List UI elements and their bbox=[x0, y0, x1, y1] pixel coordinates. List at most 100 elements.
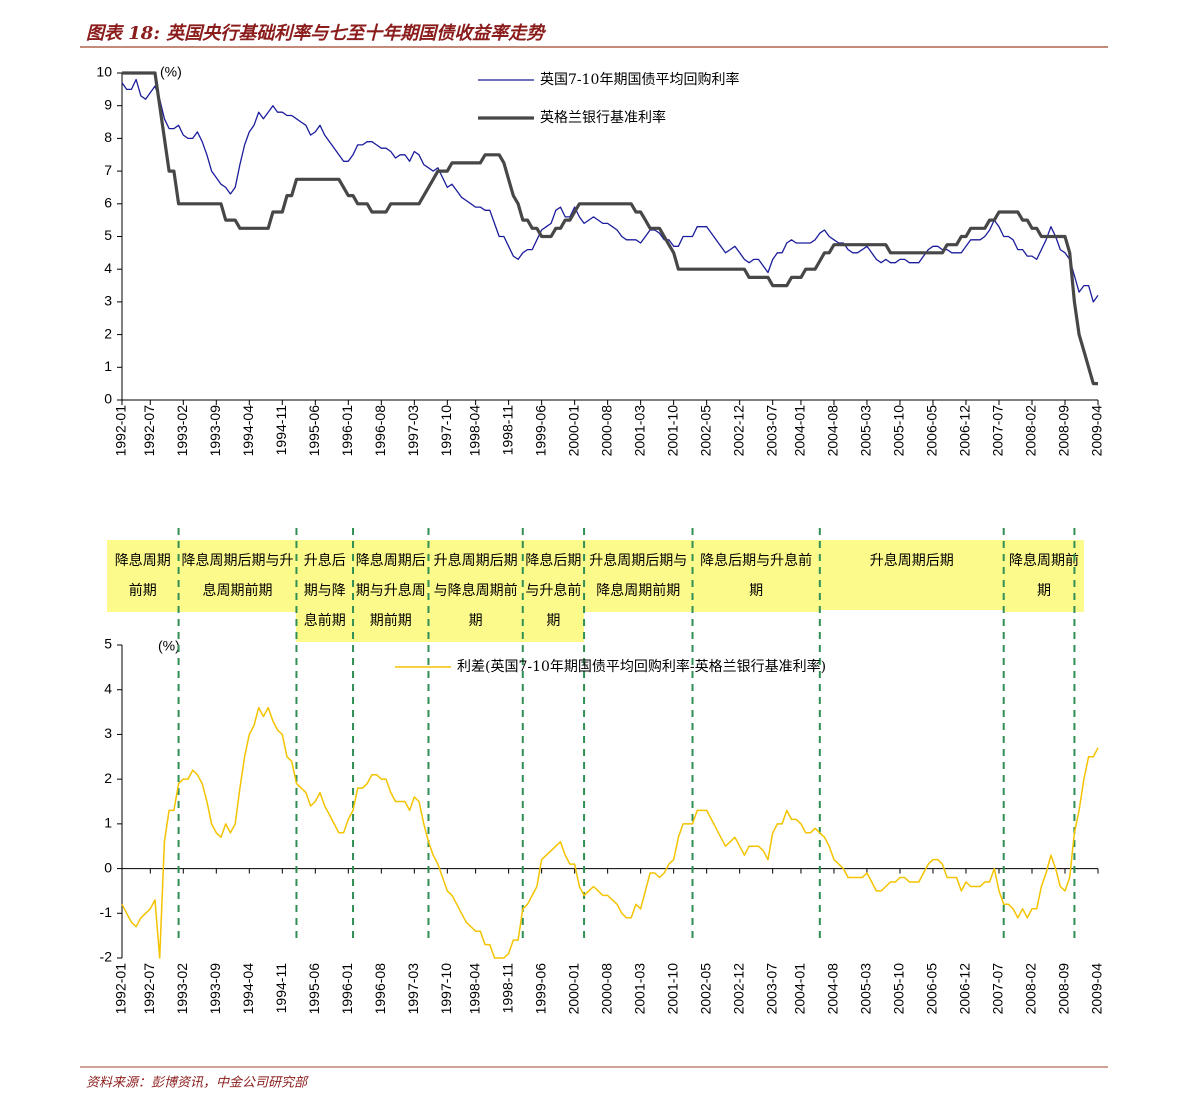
x-tick-label: 1992-01 bbox=[113, 963, 129, 1015]
x-tick-label: 2006-12 bbox=[957, 405, 973, 457]
x-tick-label: 1996-08 bbox=[372, 963, 388, 1015]
x-tick-label: 2005-10 bbox=[891, 963, 907, 1015]
y-tick-label: 6 bbox=[104, 195, 112, 211]
y-tick-label: 4 bbox=[104, 260, 112, 276]
x-tick-label: 1998-11 bbox=[499, 405, 515, 456]
phase-label: 降息后期与升息前期 bbox=[692, 540, 820, 612]
y-tick-label: 10 bbox=[96, 64, 112, 80]
x-tick-label: 2005-03 bbox=[858, 963, 874, 1015]
y-tick-label: 0 bbox=[104, 859, 112, 875]
x-tick-label: 2006-12 bbox=[957, 963, 973, 1015]
x-tick-label: 2001-10 bbox=[664, 405, 680, 457]
x-tick-label: 2004-08 bbox=[825, 405, 841, 457]
x-tick-label: 2001-10 bbox=[664, 963, 680, 1015]
y-tick-label: 9 bbox=[104, 96, 112, 112]
x-tick-label: 2001-03 bbox=[631, 405, 647, 457]
y-unit: (%) bbox=[160, 64, 182, 80]
y-tick-label: 2 bbox=[104, 770, 112, 786]
y-tick-label: 0 bbox=[104, 391, 112, 407]
source: 资料来源：彭博资讯，中金公司研究部 bbox=[86, 1075, 309, 1091]
x-tick-label: 1997-10 bbox=[438, 405, 454, 457]
y-tick-label: 3 bbox=[104, 293, 112, 309]
x-tick-label: 2002-05 bbox=[697, 405, 713, 457]
x-tick-label: 1994-11 bbox=[273, 405, 289, 456]
y-tick-label: 8 bbox=[104, 129, 112, 145]
x-tick-label: 2000-08 bbox=[598, 963, 614, 1015]
phase-label: 升息周期后期与降息周期前期 bbox=[584, 540, 693, 612]
legend-label: 英格兰银行基准利率 bbox=[540, 109, 666, 126]
x-tick-label: 1992-01 bbox=[113, 405, 129, 457]
x-tick-label: 2003-07 bbox=[763, 963, 779, 1015]
x-tick-label: 1996-01 bbox=[339, 963, 355, 1015]
y-tick-label: 3 bbox=[104, 725, 112, 741]
phase-label: 降息后期与升息前期 bbox=[522, 540, 585, 642]
x-tick-label: 1995-06 bbox=[306, 405, 322, 457]
x-tick-label: 2000-01 bbox=[565, 963, 581, 1015]
x-tick-label: 2002-12 bbox=[730, 963, 746, 1015]
x-tick-label: 1997-03 bbox=[405, 405, 421, 457]
x-tick-label: 1999-06 bbox=[532, 405, 548, 457]
x-tick-label: 1998-04 bbox=[466, 405, 482, 457]
x-tick-label: 2008-02 bbox=[1023, 963, 1039, 1015]
x-tick-label: 2009-04 bbox=[1089, 963, 1105, 1015]
y-tick-label: 5 bbox=[104, 227, 112, 243]
x-tick-label: 2008-09 bbox=[1056, 405, 1072, 457]
series-line bbox=[121, 706, 1099, 959]
x-tick-label: 1995-06 bbox=[306, 963, 322, 1015]
x-tick-label: 2007-07 bbox=[990, 405, 1006, 457]
x-tick-label: 1998-04 bbox=[466, 963, 482, 1015]
x-tick-label: 2006-05 bbox=[924, 405, 940, 457]
phase-label: 升息周期后期与降息周期前期 bbox=[428, 540, 523, 642]
x-tick-label: 1996-08 bbox=[372, 405, 388, 457]
x-tick-label: 1997-10 bbox=[438, 963, 454, 1015]
x-tick-label: 1992-07 bbox=[141, 405, 157, 457]
x-tick-label: 2008-09 bbox=[1056, 963, 1072, 1015]
x-tick-label: 2004-01 bbox=[792, 405, 808, 457]
x-tick-label: 2005-03 bbox=[858, 405, 874, 457]
x-tick-label: 1999-06 bbox=[532, 963, 548, 1015]
legend-label: 利差(英国7-10年期国债平均回购利率-英格兰银行基准利率) bbox=[457, 658, 826, 675]
x-tick-label: 2006-05 bbox=[924, 963, 940, 1015]
x-tick-label: 2003-07 bbox=[763, 405, 779, 457]
phase-label: 降息周期前期 bbox=[1003, 540, 1085, 612]
legend-label: 英国7-10年期国债平均回购利率 bbox=[540, 71, 739, 88]
y-tick-label: -2 bbox=[100, 949, 113, 965]
phase-label: 降息周期前期 bbox=[107, 540, 179, 612]
x-tick-label: 1996-01 bbox=[339, 405, 355, 457]
phase-label: 降息周期后期与升息周期前期 bbox=[353, 540, 429, 642]
x-tick-label: 2000-01 bbox=[565, 405, 581, 457]
y-tick-label: 5 bbox=[104, 636, 112, 652]
x-tick-label: 2005-10 bbox=[891, 405, 907, 457]
x-tick-label: 2007-07 bbox=[990, 963, 1006, 1015]
y-tick-label: 1 bbox=[104, 815, 112, 831]
x-tick-label: 1993-02 bbox=[174, 963, 190, 1015]
y-tick-label: 2 bbox=[104, 325, 112, 341]
x-tick-label: 1993-09 bbox=[207, 963, 223, 1015]
x-tick-label: 1993-09 bbox=[207, 405, 223, 457]
x-tick-label: 1994-04 bbox=[240, 405, 256, 457]
figure-title: 图表 18: 英国央行基础利率与七至十年期国债收益率走势 bbox=[86, 23, 546, 44]
x-tick-label: 2009-04 bbox=[1089, 405, 1105, 457]
phase-label: 降息周期后期与升息周期前期 bbox=[178, 540, 297, 612]
phase-label: 升息周期后期 bbox=[819, 540, 1004, 610]
x-tick-label: 1993-02 bbox=[174, 405, 190, 457]
x-tick-label: 2002-12 bbox=[730, 405, 746, 457]
x-tick-label: 2004-01 bbox=[792, 963, 808, 1015]
x-tick-label: 1994-11 bbox=[273, 963, 289, 1014]
x-tick-label: 2002-05 bbox=[697, 963, 713, 1015]
x-tick-label: 2000-08 bbox=[598, 405, 614, 457]
x-tick-label: 1998-11 bbox=[499, 963, 515, 1014]
series-line bbox=[122, 71, 1098, 386]
y-tick-label: 1 bbox=[104, 358, 112, 374]
x-tick-label: 1994-04 bbox=[240, 963, 256, 1015]
y-unit: (%) bbox=[158, 638, 180, 654]
x-tick-label: 1992-07 bbox=[141, 963, 157, 1015]
y-tick-label: -1 bbox=[100, 904, 113, 920]
phase-label: 升息后期与降息前期 bbox=[296, 540, 354, 642]
y-tick-label: 4 bbox=[104, 680, 112, 696]
x-tick-label: 2001-03 bbox=[631, 963, 647, 1015]
x-tick-label: 1997-03 bbox=[405, 963, 421, 1015]
